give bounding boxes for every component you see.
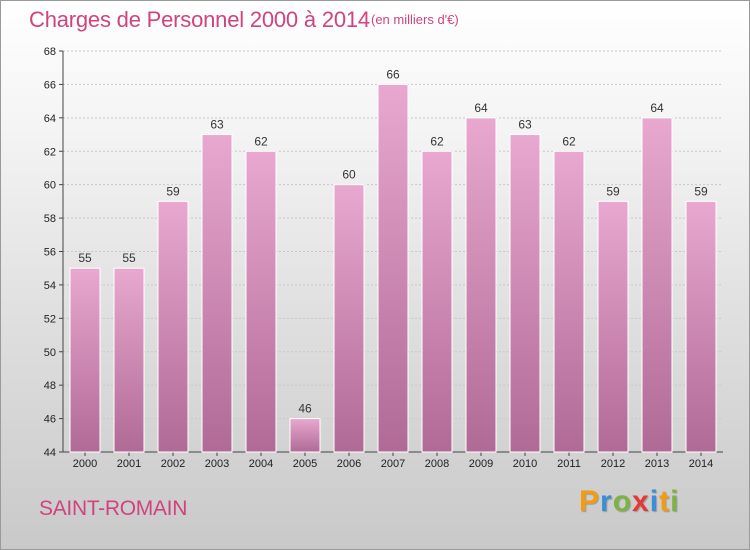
logo-letter: i [670, 485, 680, 518]
x-tick-label: 2002 [161, 458, 185, 470]
y-tick-label: 48 [44, 380, 56, 392]
x-tick-label: 2006 [337, 458, 361, 470]
logo-letter: i [649, 485, 660, 518]
commune-name: SAINT-ROMAIN [39, 497, 188, 520]
x-tick-label: 2000 [73, 458, 97, 470]
bar [597, 200, 629, 453]
y-tick-label: 52 [44, 313, 56, 325]
x-tick-label: 2012 [601, 458, 625, 470]
y-tick-label: 68 [44, 46, 56, 58]
bar [377, 83, 409, 453]
data-label: 62 [562, 134, 576, 148]
y-tick-label: 64 [44, 113, 56, 125]
chart-subtitle: (en milliers d'€) [371, 12, 459, 27]
y-tick-label: 54 [44, 280, 56, 292]
y-tick-label: 66 [44, 79, 56, 91]
bar [333, 184, 365, 453]
x-tick-label: 2004 [249, 458, 273, 470]
logo-letter: P [579, 485, 601, 518]
bar [465, 117, 497, 453]
bar [641, 117, 673, 453]
data-label: 66 [386, 67, 400, 81]
data-label: 59 [694, 184, 708, 198]
bar [553, 150, 585, 453]
x-tick-label: 2005 [293, 458, 317, 470]
y-tick-label: 56 [44, 247, 56, 259]
bar [509, 134, 541, 453]
logo-letter: o [612, 485, 633, 518]
data-label: 46 [298, 402, 312, 416]
logo-letter: r [600, 485, 613, 518]
bar [289, 418, 321, 453]
x-tick-label: 2003 [205, 458, 229, 470]
bar [157, 200, 189, 453]
logo-letter: x [632, 485, 650, 518]
bar [245, 150, 277, 453]
data-label: 60 [342, 168, 356, 182]
bars [69, 83, 717, 453]
x-tick-label: 2011 [557, 458, 581, 470]
bar [69, 267, 101, 453]
proxiti-logo[interactable]: Proxiti [579, 485, 679, 519]
data-label: 59 [166, 184, 180, 198]
y-tick-label: 46 [44, 414, 56, 426]
data-label: 63 [518, 118, 532, 132]
y-tick-label: 58 [44, 213, 56, 225]
data-label: 63 [210, 118, 224, 132]
data-label: 55 [122, 251, 136, 265]
x-tick-label: 2008 [425, 458, 449, 470]
x-tick-label: 2013 [645, 458, 669, 470]
y-tick-label: 50 [44, 347, 56, 359]
labels: 44 46 48 50 52 54 56 58 60 62 64 66 68 55 2000 55 2001 59… [44, 46, 713, 470]
bar [201, 134, 233, 453]
x-tick-label: 2007 [381, 458, 405, 470]
x-tick-label: 2014 [689, 458, 713, 470]
data-label: 62 [254, 134, 268, 148]
data-label: 55 [78, 251, 92, 265]
data-label: 59 [606, 184, 620, 198]
bar [685, 200, 717, 453]
y-tick-label: 60 [44, 180, 56, 192]
x-tick-label: 2001 [117, 458, 141, 470]
logo-letter: t [659, 485, 671, 518]
bar [421, 150, 453, 453]
data-label: 64 [474, 101, 488, 115]
x-tick-label: 2010 [513, 458, 537, 470]
y-tick-label: 44 [44, 447, 56, 459]
chart-title: Charges de Personnel 2000 à 2014 [29, 7, 370, 32]
x-tick-label: 2009 [469, 458, 493, 470]
y-tick-label: 62 [44, 146, 56, 158]
bar [113, 267, 145, 453]
data-label: 64 [650, 101, 664, 115]
data-label: 62 [430, 134, 444, 148]
